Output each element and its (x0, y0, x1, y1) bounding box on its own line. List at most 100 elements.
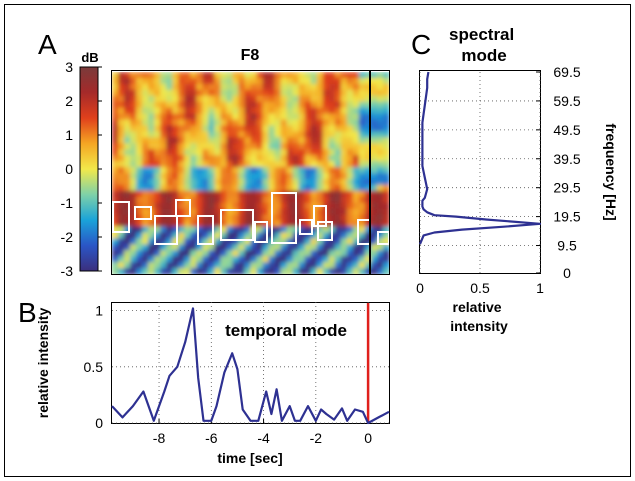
heatmap-cell (358, 113, 366, 121)
heatmap-cell (112, 101, 119, 109)
heatmap-cell (196, 190, 204, 198)
heatmap-cell (268, 167, 276, 174)
heatmap-cell (202, 167, 210, 174)
heatmap-cell (250, 119, 258, 127)
heatmap-cell (166, 250, 174, 257)
heatmap-cell (214, 256, 222, 263)
heatmap-cell (148, 220, 155, 228)
heatmap-cell (172, 220, 180, 228)
heatmap-cell (166, 161, 174, 168)
temporal-frame (111, 302, 390, 424)
heatmap-cell (148, 119, 155, 127)
heatmap-cell (130, 232, 137, 240)
heatmap-cell (352, 113, 360, 121)
heatmap-cell (136, 137, 143, 145)
heatmap-cell (166, 208, 174, 216)
spectral-tick-label-y: 69.5 (553, 64, 580, 80)
heatmap-cell (148, 113, 155, 121)
heatmap-cell (370, 232, 378, 240)
heatmap-cell (232, 72, 240, 79)
heatmap-cell (364, 72, 372, 79)
heatmap-cell (238, 89, 246, 97)
heatmap-cell (166, 262, 174, 269)
heatmap-cell (352, 95, 360, 103)
heatmap-cell (238, 72, 246, 79)
heatmap-cell (286, 173, 294, 180)
heatmap-cell (322, 107, 330, 115)
heatmap-cell (178, 220, 186, 228)
heatmap-cell (160, 184, 167, 192)
heatmap-cell (346, 220, 354, 228)
heatmap-cell (178, 161, 186, 168)
heatmap-cell (148, 167, 155, 174)
heatmap-cell (274, 220, 282, 228)
heatmap-cell (154, 119, 161, 127)
heatmap-cell (136, 107, 143, 115)
heatmap-cell (286, 196, 294, 204)
heatmap-cell (154, 256, 161, 263)
heatmap-cell (280, 149, 288, 156)
heatmap-cell (172, 232, 180, 240)
heatmap-cell (250, 77, 258, 85)
spectral-tick-label-y: 59.5 (553, 93, 580, 109)
heatmap-cell (232, 131, 240, 139)
heatmap-cell (376, 119, 384, 127)
heatmap-cell (358, 262, 366, 269)
heatmap-cell (262, 220, 270, 228)
heatmap-cell (178, 214, 186, 222)
heatmap-cell (166, 72, 174, 79)
heatmap-cell (358, 173, 366, 180)
heatmap-cell (322, 149, 330, 156)
heatmap-cell (268, 262, 276, 269)
heatmap-cell (184, 119, 192, 127)
heatmap-cell (166, 232, 174, 240)
heatmap-cell (352, 125, 360, 133)
heatmap-cell (358, 214, 366, 222)
heatmap-cell (214, 208, 222, 216)
heatmap-cell (118, 155, 125, 162)
heatmap-cell (334, 220, 342, 228)
heatmap-cell (340, 119, 348, 127)
heatmap-cell (298, 107, 306, 115)
heatmap-cell (280, 238, 288, 246)
heatmap-cell (340, 173, 348, 180)
heatmap-cell (256, 107, 264, 115)
heatmap-cell (226, 119, 234, 127)
heatmap-cell (364, 113, 372, 121)
heatmap-cell (202, 226, 210, 234)
heatmap-cell (214, 119, 222, 127)
heatmap-cell (136, 89, 143, 97)
heatmap-cell (220, 268, 228, 274)
heatmap-cell (352, 167, 360, 174)
heatmap-cell (142, 155, 149, 162)
heatmap-cell (358, 119, 366, 127)
heatmap-cell (190, 167, 198, 174)
heatmap-cell (142, 101, 149, 109)
heatmap-cell (112, 196, 119, 204)
heatmap-cell (340, 202, 348, 210)
heatmap-cell (328, 101, 336, 109)
heatmap-cell (298, 137, 306, 145)
heatmap-cell (286, 131, 294, 139)
heatmap-cell (112, 155, 119, 162)
heatmap-cell (136, 238, 143, 246)
heatmap-cell (370, 125, 378, 133)
heatmap-cell (340, 155, 348, 162)
heatmap-cell (274, 131, 282, 139)
heatmap-cell (148, 238, 155, 246)
heatmap-cell (298, 208, 306, 216)
heatmap-cell (298, 196, 306, 204)
heatmap-cell (136, 161, 143, 168)
heatmap-cell (172, 101, 180, 109)
heatmap-cell (358, 125, 366, 133)
heatmap-cell (346, 167, 354, 174)
heatmap-cell (298, 119, 306, 127)
heatmap-cell (322, 268, 330, 274)
heatmap-cell (154, 83, 161, 91)
heatmap-cell (376, 190, 384, 198)
heatmap-cell (286, 268, 294, 274)
heatmap-cell (190, 119, 198, 127)
heatmap-cell (130, 250, 137, 257)
heatmap-cell (214, 107, 222, 115)
heatmap-cell (370, 250, 378, 257)
